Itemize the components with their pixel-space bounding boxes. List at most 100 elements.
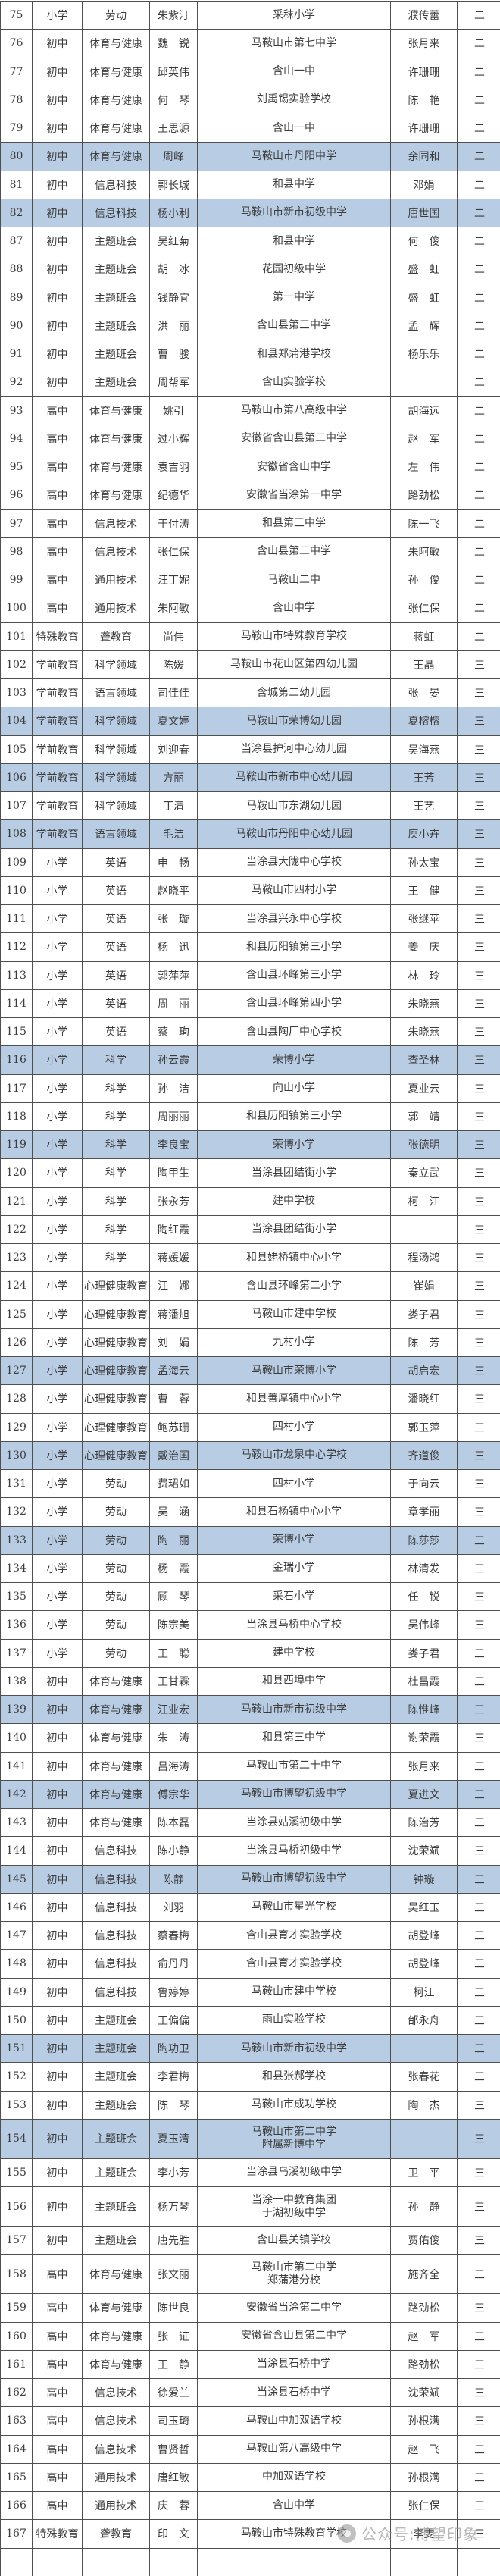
cell-school: 和县第三中学 bbox=[198, 509, 391, 537]
cell-school: 和县第三中学 bbox=[198, 1724, 391, 1752]
cell-name: 洪 丽 bbox=[150, 312, 198, 340]
cell-school: 刘禹锡实验学校 bbox=[198, 86, 391, 114]
cell-no: 88 bbox=[1, 255, 33, 284]
cell-advisor: 赵 军 bbox=[391, 425, 458, 453]
cell-grade: 三 bbox=[458, 905, 500, 933]
cell-school: 当涂县马桥中心学校 bbox=[198, 1611, 391, 1639]
cell-level: 高中 bbox=[33, 425, 83, 453]
cell-grade: 三 bbox=[458, 2006, 500, 2034]
cell-subject: 信息科技 bbox=[83, 1865, 150, 1893]
cell-school: 当涂县护河中心幼儿园 bbox=[198, 735, 391, 763]
cell-subject: 主题班会 bbox=[83, 2006, 150, 2034]
cell-no: 119 bbox=[1, 1131, 33, 1159]
cell-name: 张永芳 bbox=[150, 1187, 198, 1215]
cell-level: 小学 bbox=[33, 1159, 83, 1187]
cell-school: 雨山实验学校 bbox=[198, 2006, 391, 2034]
cell-advisor: 程汤鸿 bbox=[391, 1244, 458, 1272]
school-line-2: 附属新博中学 bbox=[198, 2139, 390, 2151]
cell-advisor: 何 俊 bbox=[391, 227, 458, 255]
cell-advisor: 胡登峰 bbox=[391, 1950, 458, 1978]
cell-name: 于付涛 bbox=[150, 509, 198, 537]
cell-advisor: 胡启宏 bbox=[391, 1357, 458, 1385]
cell-school: 含山县环峰第三小学 bbox=[198, 961, 391, 989]
cell-name: 费珺如 bbox=[150, 1470, 198, 1498]
cell-advisor: 陈治芳 bbox=[391, 1809, 458, 1837]
cell-subject: 劳动 bbox=[83, 1498, 150, 1526]
cell-advisor: 任 锐 bbox=[391, 1583, 458, 1611]
cell-advisor: 章孝丽 bbox=[391, 1498, 458, 1526]
cell-level: 初中 bbox=[33, 255, 83, 284]
cell-grade: 三 bbox=[458, 1724, 500, 1752]
cell-advisor: 张仁保 bbox=[391, 594, 458, 622]
cell-level: 初中 bbox=[33, 340, 83, 368]
cell-name: 印 文 bbox=[150, 2520, 198, 2548]
cell-name: 汪业宏 bbox=[150, 1696, 198, 1724]
cell-subject: 信息技术 bbox=[83, 2407, 150, 2435]
cell-subject: 英语 bbox=[83, 848, 150, 876]
cell-no: 122 bbox=[1, 1215, 33, 1243]
cell-advisor: 孙 俊 bbox=[391, 566, 458, 594]
cell-level: 小学 bbox=[33, 1300, 83, 1328]
cell-school: 荣博小学 bbox=[198, 1131, 391, 1159]
cell-no: 103 bbox=[1, 679, 33, 707]
cell-subject: 科学领域 bbox=[83, 763, 150, 791]
cell-advisor: 崔娟 bbox=[391, 1272, 458, 1300]
cell-subject: 聋教育 bbox=[83, 2520, 150, 2548]
cell-subject: 体育与健康 bbox=[83, 1780, 150, 1808]
cell-school: 建中学校 bbox=[198, 1639, 391, 1667]
cell-no: 124 bbox=[1, 1272, 33, 1300]
cell-school: 和县张郝学校 bbox=[198, 2063, 391, 2091]
cell-grade: 三 bbox=[458, 2350, 500, 2378]
cell-advisor: 张 晏 bbox=[391, 679, 458, 707]
cell-school: 和县历阳镇第三小学 bbox=[198, 1102, 391, 1130]
cell-subject: 信息技术 bbox=[83, 509, 150, 537]
cell-advisor: 邰永舟 bbox=[391, 2006, 458, 2034]
cell-advisor: 沈荣斌 bbox=[391, 1837, 458, 1865]
cell-grade: 三 bbox=[458, 1526, 500, 1554]
cell-name: 蒋媛媛 bbox=[150, 1244, 198, 1272]
cell-advisor: 谢荣霞 bbox=[391, 1724, 458, 1752]
cell-no: 80 bbox=[1, 143, 33, 171]
cell-advisor: 张春花 bbox=[391, 2063, 458, 2091]
cell-no: 114 bbox=[1, 989, 33, 1017]
cell-school: 当涂县乌溪初级中学 bbox=[198, 2158, 391, 2186]
cell-level: 小学 bbox=[33, 933, 83, 961]
cell-no: 134 bbox=[1, 1554, 33, 1582]
cell-school: 马鞍山市丹阳中心幼儿园 bbox=[198, 820, 391, 848]
cell-subject: 信息科技 bbox=[83, 1950, 150, 1978]
cell-school: 含山县育才实验学校 bbox=[198, 1922, 391, 1950]
cell-subject: 信息技术 bbox=[83, 2379, 150, 2407]
cell-school: 马鞍山市成功学校 bbox=[198, 2091, 391, 2119]
cell-grade: 三 bbox=[458, 1102, 500, 1130]
cell-grade: 三 bbox=[458, 1074, 500, 1102]
cell-grade: 三 bbox=[458, 1667, 500, 1695]
cell-grade: 二 bbox=[458, 340, 500, 368]
cell-school: 马鞍山市建中学校 bbox=[198, 1300, 391, 1328]
cell-no: 131 bbox=[1, 1470, 33, 1498]
school-line-2: 郑蒲港分校 bbox=[198, 2274, 390, 2287]
cell-name: 俞丹丹 bbox=[150, 1950, 198, 1978]
cell-level: 高中 bbox=[33, 2492, 83, 2520]
cell-subject: 体育与健康 bbox=[83, 1696, 150, 1724]
school-line-1: 当涂一中教育集团 bbox=[198, 2194, 390, 2207]
cell-subject: 体育与健康 bbox=[83, 1752, 150, 1780]
cell-subject: 英语 bbox=[83, 961, 150, 989]
cell-name: 鲍苏珊 bbox=[150, 1413, 198, 1441]
cell-level: 初中 bbox=[33, 284, 83, 312]
cell-level: 初中 bbox=[33, 171, 83, 199]
cell-no: 162 bbox=[1, 2379, 33, 2407]
cell-advisor: 赵 军 bbox=[391, 2322, 458, 2350]
cell-level: 初中 bbox=[33, 58, 83, 86]
cell-name: 周丽丽 bbox=[150, 1102, 198, 1130]
